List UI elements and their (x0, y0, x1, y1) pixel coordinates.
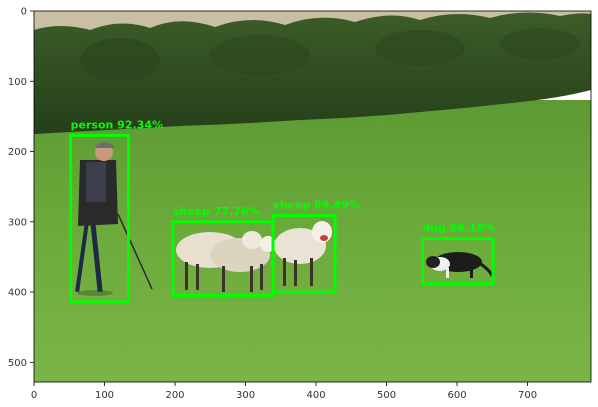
detection-label: sheep 77.76% (173, 205, 260, 218)
sheep (274, 221, 332, 286)
sheep-group (176, 231, 276, 292)
x-tick-label: 500 (377, 390, 396, 401)
detection-label: person 92.34% (71, 118, 163, 131)
x-tick-label: 200 (165, 390, 184, 401)
detection-label: dog 66.19% (422, 222, 495, 235)
y-tick-label: 300 (8, 217, 27, 228)
x-tick-label: 600 (447, 390, 466, 401)
axis-ticks: 0 100 200 300 400 500 600 700 0 100 200 300 400 500 (8, 7, 537, 402)
y-tick-label: 200 (8, 147, 27, 158)
y-tick-label: 400 (8, 288, 27, 299)
y-tick-label: 500 (8, 358, 27, 369)
person (75, 142, 153, 296)
x-tick-label: 400 (306, 390, 325, 401)
x-tick-label: 100 (95, 390, 114, 401)
detection-box (420, 237, 495, 286)
x-tick-label: 700 (518, 390, 537, 401)
x-tick-label: 0 (31, 390, 37, 401)
detection-box (271, 213, 337, 294)
detection-label: sheep 89.49% (273, 198, 360, 211)
y-tick-label: 100 (8, 77, 27, 88)
y-tick-label: 0 (21, 7, 27, 18)
x-tick-label: 300 (236, 390, 255, 401)
detection-boxes: person 92.34% sheep 77.76% sheep 89.49% dog… (69, 118, 495, 304)
detection-box (69, 133, 130, 304)
axes-frame (33, 10, 592, 383)
photo (34, 11, 591, 382)
